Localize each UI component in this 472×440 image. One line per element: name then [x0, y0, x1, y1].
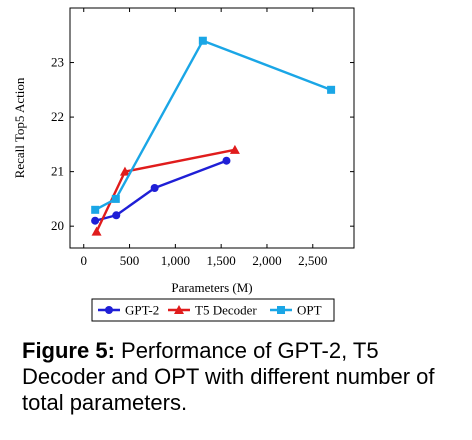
- y-axis: 20 21 22 23: [51, 55, 354, 233]
- data-point-gpt-2: [91, 216, 100, 225]
- caption-text: Performance of GPT-2, T5 Decoder and OPT…: [22, 338, 435, 415]
- data-point-gpt-2: [112, 211, 121, 220]
- x-tick-label: 0: [80, 253, 87, 268]
- line-chart: 0 500 1,000 1,500 2,000 2,500 20 21 22 23 Parame…: [12, 7, 355, 322]
- series-line-opt: [94, 39, 332, 211]
- y-tick-label: 20: [51, 218, 64, 233]
- legend: GPT-2 T5 Decoder OPT: [91, 298, 335, 322]
- data-point-t5-decoder: [119, 166, 130, 176]
- data-point-opt: [111, 194, 120, 203]
- y-tick-label: 22: [51, 109, 64, 124]
- series-gpt-2: [91, 156, 231, 225]
- y-tick-label: 21: [51, 164, 64, 179]
- series-line-t5-decoder: [95, 148, 236, 233]
- legend-label-gpt-2: GPT-2: [125, 303, 159, 318]
- caption-label: Figure 5:: [22, 338, 115, 363]
- series-line-gpt-2: [94, 159, 227, 222]
- x-tick-label: 2,500: [298, 253, 327, 268]
- data-point-opt: [327, 85, 336, 94]
- x-tick-label: 1,000: [161, 253, 190, 268]
- data-point-gpt-2: [150, 184, 159, 192]
- y-tick-label: 23: [51, 55, 64, 70]
- legend-box: [91, 298, 335, 322]
- series-t5-decoder: [91, 144, 240, 236]
- legend-label-t5-decoder: T5 Decoder: [195, 303, 257, 318]
- data-point-t5-decoder: [229, 144, 240, 154]
- legend-marker-opt: [277, 306, 285, 314]
- series-layer: [91, 36, 336, 236]
- x-tick-label: 500: [120, 253, 140, 268]
- x-tick-label: 2,000: [252, 253, 281, 268]
- figure-caption: Figure 5: Performance of GPT-2, T5 Decod…: [22, 338, 462, 416]
- x-tick-label: 1,500: [207, 253, 236, 268]
- data-point-opt: [198, 36, 207, 45]
- series-opt: [91, 36, 336, 214]
- plot-frame: [69, 7, 355, 249]
- legend-marker-t5-decoder: [174, 305, 184, 314]
- data-point-gpt-2: [222, 156, 231, 165]
- x-axis: 0 500 1,000 1,500 2,000 2,500: [80, 8, 327, 268]
- data-point-t5-decoder: [91, 226, 102, 236]
- y-axis-label: Recall Top5 Action: [12, 77, 27, 178]
- x-axis-label: Parameters (M): [171, 280, 252, 295]
- legend-label-opt: OPT: [297, 303, 322, 318]
- data-point-opt: [91, 205, 100, 214]
- legend-marker-gpt-2: [105, 306, 113, 314]
